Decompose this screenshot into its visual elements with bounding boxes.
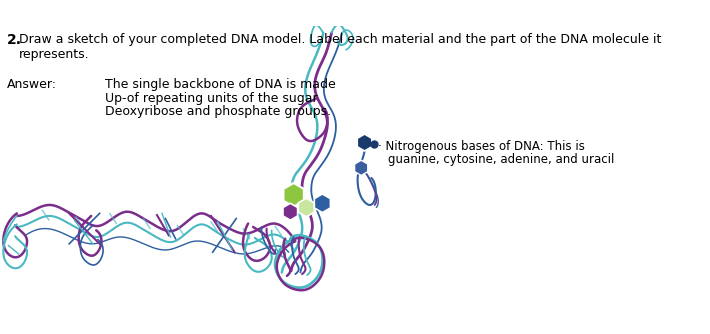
Polygon shape <box>283 203 297 220</box>
Text: The single backbone of DNA is made: The single backbone of DNA is made <box>106 78 337 92</box>
Text: guanine, cytosine, adenine, and uracil: guanine, cytosine, adenine, and uracil <box>388 154 615 166</box>
Polygon shape <box>354 160 368 175</box>
Polygon shape <box>298 198 315 217</box>
Polygon shape <box>283 183 304 207</box>
Text: 2.: 2. <box>7 33 22 47</box>
Text: Answer:: Answer: <box>7 78 57 92</box>
Polygon shape <box>357 134 372 151</box>
Text: Up-of repeating units of the sugar: Up-of repeating units of the sugar <box>106 92 318 105</box>
Polygon shape <box>315 194 330 212</box>
Text: Draw a sketch of your completed DNA model. Label each material and the part of t: Draw a sketch of your completed DNA mode… <box>18 33 661 61</box>
Text: · Nitrogenous bases of DNA: This is: · Nitrogenous bases of DNA: This is <box>378 140 585 153</box>
Text: Deoxyribose and phosphate groups.: Deoxyribose and phosphate groups. <box>106 106 332 118</box>
